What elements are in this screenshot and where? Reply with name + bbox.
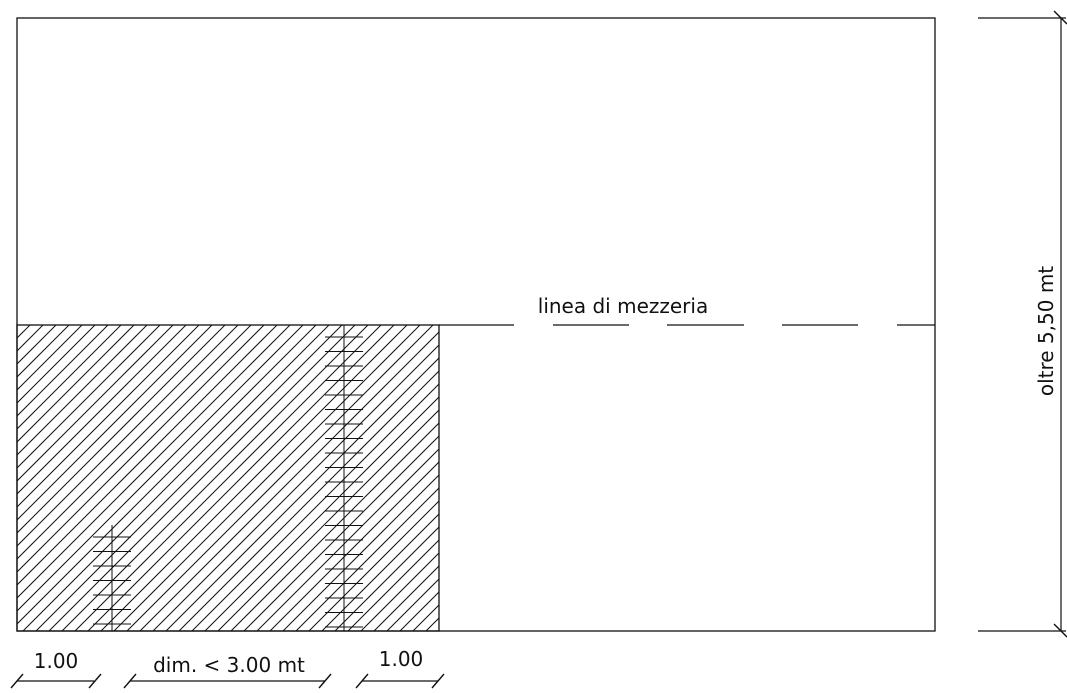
hatch-line	[308, 500, 439, 631]
dim-left-label: 1.00	[34, 649, 79, 673]
centerline-label: linea di mezzeria	[538, 294, 708, 318]
height-tick-top	[1053, 10, 1067, 25]
hatch-line	[360, 552, 439, 631]
hatch-line	[17, 325, 278, 586]
hatch-line	[699, 325, 1005, 631]
dim-right-label: 1.00	[379, 647, 424, 671]
hatch-line	[139, 331, 439, 631]
hatch-line	[191, 383, 439, 631]
hatch-line	[48, 325, 356, 631]
hatch-line	[412, 604, 439, 631]
hatch-line	[582, 325, 888, 631]
hatch-line	[373, 565, 439, 631]
hatch-line	[282, 474, 439, 631]
dim-middle-label: dim. < 3.00 mt	[153, 653, 305, 677]
hatch-line	[17, 325, 187, 495]
hatch-line	[17, 325, 122, 430]
hatch-line	[17, 325, 70, 378]
hatch-line	[269, 461, 439, 631]
hatch-line	[17, 325, 83, 391]
hatch-line	[74, 325, 382, 631]
hatch-line	[204, 396, 439, 631]
hatch-line	[478, 325, 784, 631]
hatch-line	[465, 325, 771, 631]
hatch-line	[738, 325, 1044, 631]
hatch-line	[22, 325, 330, 631]
hatch-line	[217, 409, 439, 631]
hatch-line	[100, 325, 408, 631]
hatch-line	[334, 526, 439, 631]
hatch-line	[425, 617, 439, 631]
hatch-line	[543, 325, 849, 631]
hatched-area	[17, 325, 1044, 631]
hatch-line	[504, 325, 810, 631]
hatch-line	[17, 325, 161, 469]
hatch-line	[17, 325, 174, 482]
hatch-line	[17, 325, 31, 339]
hatch-line	[530, 325, 836, 631]
hatch-line	[165, 357, 439, 631]
hatch-line	[17, 325, 96, 404]
hatch-line	[17, 325, 148, 456]
height-tick-bottom	[1053, 623, 1067, 638]
dim-right-tick-start	[355, 673, 369, 689]
hatch-line	[17, 325, 252, 560]
hatch-line	[491, 325, 797, 631]
hatch-line	[17, 325, 265, 573]
hatch-line	[17, 325, 304, 612]
hatch-line	[17, 325, 291, 599]
height-label: oltre 5,50 mt	[1034, 266, 1058, 396]
hatch-line	[634, 325, 940, 631]
hatch-line	[152, 344, 439, 631]
dim-middle-tick-end	[318, 673, 332, 689]
hatch-line	[517, 325, 823, 631]
ladder-marker-right	[325, 325, 363, 631]
dim-right-tick-end	[431, 673, 445, 689]
hatch-line	[230, 422, 439, 631]
hatch-line	[608, 325, 914, 631]
hatch-line	[725, 325, 1031, 631]
hatch-line	[17, 325, 135, 443]
hatch-line	[17, 325, 317, 625]
hatch-line	[178, 370, 439, 631]
hatch-line	[386, 578, 439, 631]
hatch-line	[686, 325, 992, 631]
hatch-line	[673, 325, 979, 631]
hatch-line	[126, 325, 434, 631]
hatch-line	[621, 325, 927, 631]
hatch-line	[35, 325, 343, 631]
hatch-line	[17, 325, 239, 547]
hatch-line	[595, 325, 901, 631]
hatch-line	[256, 448, 439, 631]
hatch-line	[61, 325, 369, 631]
hatch-line	[712, 325, 1018, 631]
ladder-marker-left	[93, 525, 131, 631]
hatch-line	[569, 325, 875, 631]
hatch-line	[438, 630, 439, 631]
hatch-line	[243, 435, 439, 631]
hatch-line	[17, 325, 109, 417]
hatch-line	[295, 487, 439, 631]
hatched-area-outline	[16, 324, 440, 632]
hatch-line	[452, 325, 758, 631]
hatch-line	[87, 325, 395, 631]
hatch-line	[347, 539, 439, 631]
hatch-line	[17, 325, 57, 365]
hatch-line	[17, 325, 226, 534]
dim-left-tick-end	[88, 673, 102, 689]
hatch-line	[321, 513, 439, 631]
hatch-line	[17, 325, 213, 521]
dim-left-tick-start	[10, 673, 24, 689]
hatch-line	[113, 325, 421, 631]
hatch-line	[660, 325, 966, 631]
hatch-line	[17, 325, 18, 326]
hatch-line	[556, 325, 862, 631]
hatch-line	[399, 591, 439, 631]
dim-middle-tick-start	[123, 673, 137, 689]
hatch-line	[17, 325, 200, 508]
hatch-line	[647, 325, 953, 631]
